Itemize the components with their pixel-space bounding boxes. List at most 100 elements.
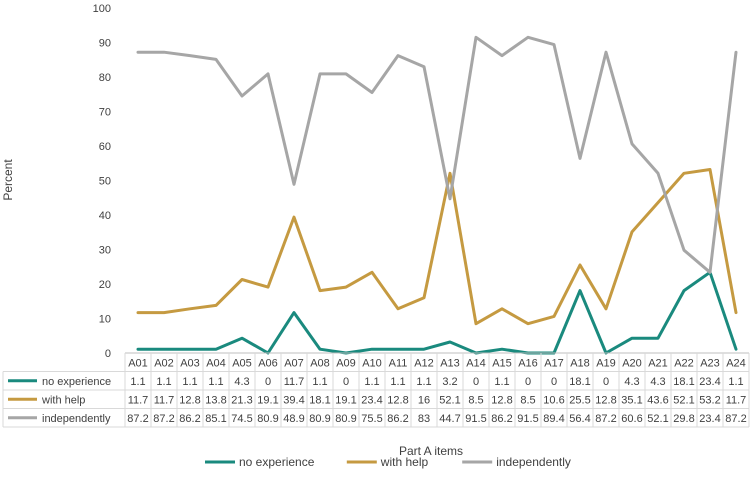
- data-label: 29.8: [673, 413, 694, 425]
- legend: no experience with help independently: [205, 455, 571, 469]
- data-label: 1.1: [390, 376, 405, 388]
- data-label: 18.1: [309, 394, 330, 406]
- data-label: 52.1: [439, 394, 460, 406]
- data-label: 3.2: [442, 376, 457, 388]
- data-label: 1.1: [728, 376, 743, 388]
- x-tick-label: A01: [128, 357, 148, 369]
- data-label: 11.7: [154, 394, 175, 406]
- y-tick-label: 40: [99, 210, 111, 222]
- data-label: 0: [265, 376, 271, 388]
- data-label: 1.1: [416, 376, 431, 388]
- data-label: 23.4: [361, 394, 382, 406]
- data-label: 1.1: [312, 376, 327, 388]
- data-label: 11.7: [726, 394, 747, 406]
- data-label: 23.4: [699, 413, 720, 425]
- data-label: 83: [418, 413, 430, 425]
- data-label: 25.5: [569, 394, 590, 406]
- y-tick-label: 90: [99, 38, 111, 50]
- x-tick-label: A23: [700, 357, 720, 369]
- data-label: 12.8: [387, 394, 408, 406]
- x-tick-label: A13: [440, 357, 460, 369]
- series-line-independently: [136, 35, 738, 274]
- data-label: 4.3: [650, 376, 665, 388]
- data-label: 0: [525, 376, 531, 388]
- y-tick-label: 70: [99, 107, 111, 119]
- data-label: 18.1: [673, 376, 694, 388]
- data-label: 10.6: [543, 394, 564, 406]
- data-label: 80.9: [309, 413, 330, 425]
- data-label: 23.4: [699, 376, 720, 388]
- data-label: 39.4: [283, 394, 304, 406]
- y-tick-label: 0: [105, 348, 111, 360]
- data-label: 56.4: [569, 413, 590, 425]
- x-axis-label: Part A items: [399, 444, 463, 458]
- data-label: 80.9: [257, 413, 278, 425]
- data-label: 19.1: [335, 394, 356, 406]
- data-label: 18.1: [569, 376, 590, 388]
- data-label: 1.1: [364, 376, 379, 388]
- data-label: 0: [603, 376, 609, 388]
- y-axis: 0 10 20 30 40 50 60 70 80 90 100: [93, 3, 111, 360]
- data-label: 8.5: [520, 394, 535, 406]
- series-line-with-help: [136, 168, 738, 326]
- series-line-no-experience: [136, 270, 738, 355]
- legend-label: no experience: [239, 455, 315, 469]
- data-label: 0: [551, 376, 557, 388]
- x-tick-label: A21: [648, 357, 668, 369]
- data-label: 60.6: [621, 413, 642, 425]
- row-series-name: with help: [41, 394, 85, 406]
- data-label: 11.7: [128, 394, 149, 406]
- data-label: 1.1: [208, 376, 223, 388]
- x-tick-label: A17: [544, 357, 564, 369]
- data-label: 89.4: [543, 413, 564, 425]
- y-tick-label: 100: [93, 3, 111, 15]
- x-tick-label: A20: [622, 357, 642, 369]
- data-label: 1.1: [156, 376, 171, 388]
- data-label: 91.5: [465, 413, 486, 425]
- data-label: 86.2: [387, 413, 408, 425]
- x-tick-label: A09: [336, 357, 356, 369]
- data-label: 21.3: [231, 394, 252, 406]
- data-label: 0: [343, 376, 349, 388]
- x-tick-label: A19: [596, 357, 616, 369]
- data-label: 1.1: [182, 376, 197, 388]
- data-label: 86.2: [491, 413, 512, 425]
- x-tick-label: A12: [414, 357, 434, 369]
- data-label: 43.6: [647, 394, 668, 406]
- x-tick-label: A22: [674, 357, 694, 369]
- y-tick-label: 30: [99, 245, 111, 257]
- data-label: 87.2: [725, 413, 746, 425]
- x-tick-label: A06: [258, 357, 278, 369]
- data-label: 12.8: [491, 394, 512, 406]
- y-tick-label: 80: [99, 72, 111, 84]
- x-tick-label: A02: [154, 357, 174, 369]
- data-label: 19.1: [257, 394, 278, 406]
- x-tick-label: A08: [310, 357, 330, 369]
- data-label: 80.9: [335, 413, 356, 425]
- data-label: 53.2: [699, 394, 720, 406]
- x-tick-label: A07: [284, 357, 304, 369]
- data-label: 86.2: [179, 413, 200, 425]
- data-label: 87.2: [595, 413, 616, 425]
- legend-label: independently: [496, 455, 571, 469]
- data-label: 16: [418, 394, 430, 406]
- x-tick-label: A16: [518, 357, 538, 369]
- x-tick-label: A04: [206, 357, 226, 369]
- data-label: 12.8: [595, 394, 616, 406]
- data-label: 52.1: [647, 413, 668, 425]
- x-tick-label: A10: [362, 357, 382, 369]
- data-label: 91.5: [517, 413, 538, 425]
- data-label: 12.8: [179, 394, 200, 406]
- data-label: 87.2: [153, 413, 174, 425]
- y-tick-label: 50: [99, 176, 111, 188]
- data-label: 1.1: [494, 376, 509, 388]
- data-label: 0: [473, 376, 479, 388]
- y-tick-label: 10: [99, 314, 111, 326]
- x-tick-label: A14: [466, 357, 486, 369]
- data-label: 44.7: [439, 413, 460, 425]
- data-label: 75.5: [361, 413, 382, 425]
- data-label: 4.3: [624, 376, 639, 388]
- legend-label: with help: [380, 455, 429, 469]
- x-tick-label: A03: [180, 357, 200, 369]
